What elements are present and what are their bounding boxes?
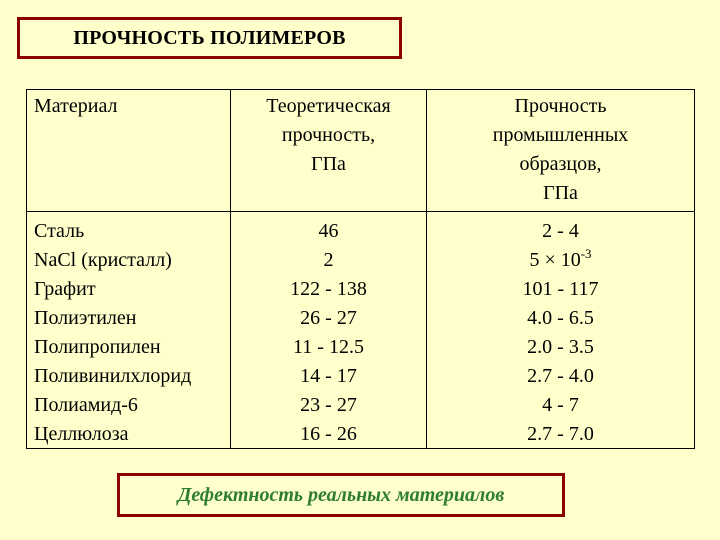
industrial-cell: 4.0 - 6.5 bbox=[527, 307, 594, 329]
material-cell: NaCl (кристалл) bbox=[34, 249, 172, 271]
slide-title-text: ПРОЧНОСТЬ ПОЛИМЕРОВ bbox=[73, 26, 346, 49]
industrial-cell: 2.7 - 4.0 bbox=[527, 365, 594, 387]
header-industrial: Прочность промышленных образцов, ГПа bbox=[492, 95, 629, 204]
industrial-cell: 4 - 7 bbox=[542, 394, 579, 416]
material-cell: Полиэтилен bbox=[34, 307, 137, 329]
material-cell: Поливинилхлорид bbox=[34, 365, 192, 387]
exponent: -3 bbox=[580, 246, 592, 261]
theoretical-cell: 26 - 27 bbox=[300, 307, 357, 329]
theoretical-cell: 46 bbox=[318, 220, 339, 242]
theoretical-cell: 11 - 12.5 bbox=[293, 336, 364, 358]
industrial-cell: 2.0 - 3.5 bbox=[527, 336, 594, 358]
theoretical-cell: 23 - 27 bbox=[300, 394, 357, 416]
column-divider bbox=[230, 90, 231, 448]
footer-caption: Дефектность реальных материалов bbox=[117, 473, 565, 517]
theoretical-cell: 16 - 26 bbox=[300, 423, 357, 445]
header-theoretical: Теоретическая прочность, ГПа bbox=[266, 95, 391, 175]
material-column: Сталь NaCl (кристалл) Графит Полиэтилен … bbox=[34, 217, 229, 449]
header-divider bbox=[27, 211, 694, 212]
theoretical-cell: 122 - 138 bbox=[290, 278, 367, 300]
industrial-cell: 2.7 - 7.0 bbox=[527, 423, 594, 445]
industrial-cell: 101 - 117 bbox=[522, 278, 599, 300]
strength-table: Материал Теоретическая прочность, ГПа Пр… bbox=[26, 89, 695, 449]
footer-caption-text: Дефектность реальных материалов bbox=[177, 483, 505, 506]
industrial-cell: 5 × 10-3 bbox=[529, 246, 592, 271]
header-material: Материал bbox=[34, 95, 118, 117]
material-cell: Полипропилен bbox=[34, 336, 161, 358]
slide-title: ПРОЧНОСТЬ ПОЛИМЕРОВ bbox=[17, 17, 402, 59]
material-cell: Графит bbox=[34, 278, 96, 300]
material-cell: Целлюлоза bbox=[34, 423, 129, 445]
industrial-cell: 2 - 4 bbox=[542, 220, 579, 242]
industrial-column: 2 - 4 5 × 10-3 101 - 117 4.0 - 6.5 2.0 -… bbox=[427, 217, 694, 449]
column-divider bbox=[426, 90, 427, 448]
material-cell: Полиамид-6 bbox=[34, 394, 138, 416]
material-cell: Сталь bbox=[34, 220, 85, 242]
theoretical-cell: 2 bbox=[323, 249, 334, 271]
theoretical-column: 46 2 122 - 138 26 - 27 11 - 12.5 14 - 17… bbox=[231, 217, 426, 449]
theoretical-cell: 14 - 17 bbox=[300, 365, 357, 387]
